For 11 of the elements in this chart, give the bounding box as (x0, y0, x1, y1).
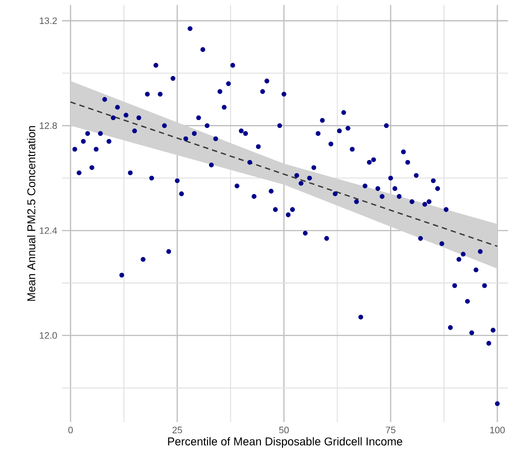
y-axis-title: Mean Annual PM2.5 Concentration (26, 126, 36, 301)
x-tick-label: 25 (172, 426, 182, 434)
y-tick-label: 12.0 (40, 332, 57, 339)
y-tick-label: 12.4 (40, 227, 58, 234)
x-tick-label: 0 (68, 426, 73, 434)
x-tick-label: 50 (279, 426, 289, 434)
y-tick-label: 12.8 (40, 122, 57, 129)
x-axis-title: Percentile of Mean Disposable Gridcell Income (168, 437, 402, 448)
x-tick-label: 100 (490, 426, 505, 434)
y-tick-label: 13.2 (40, 17, 57, 24)
x-tick-label: 75 (386, 426, 396, 434)
